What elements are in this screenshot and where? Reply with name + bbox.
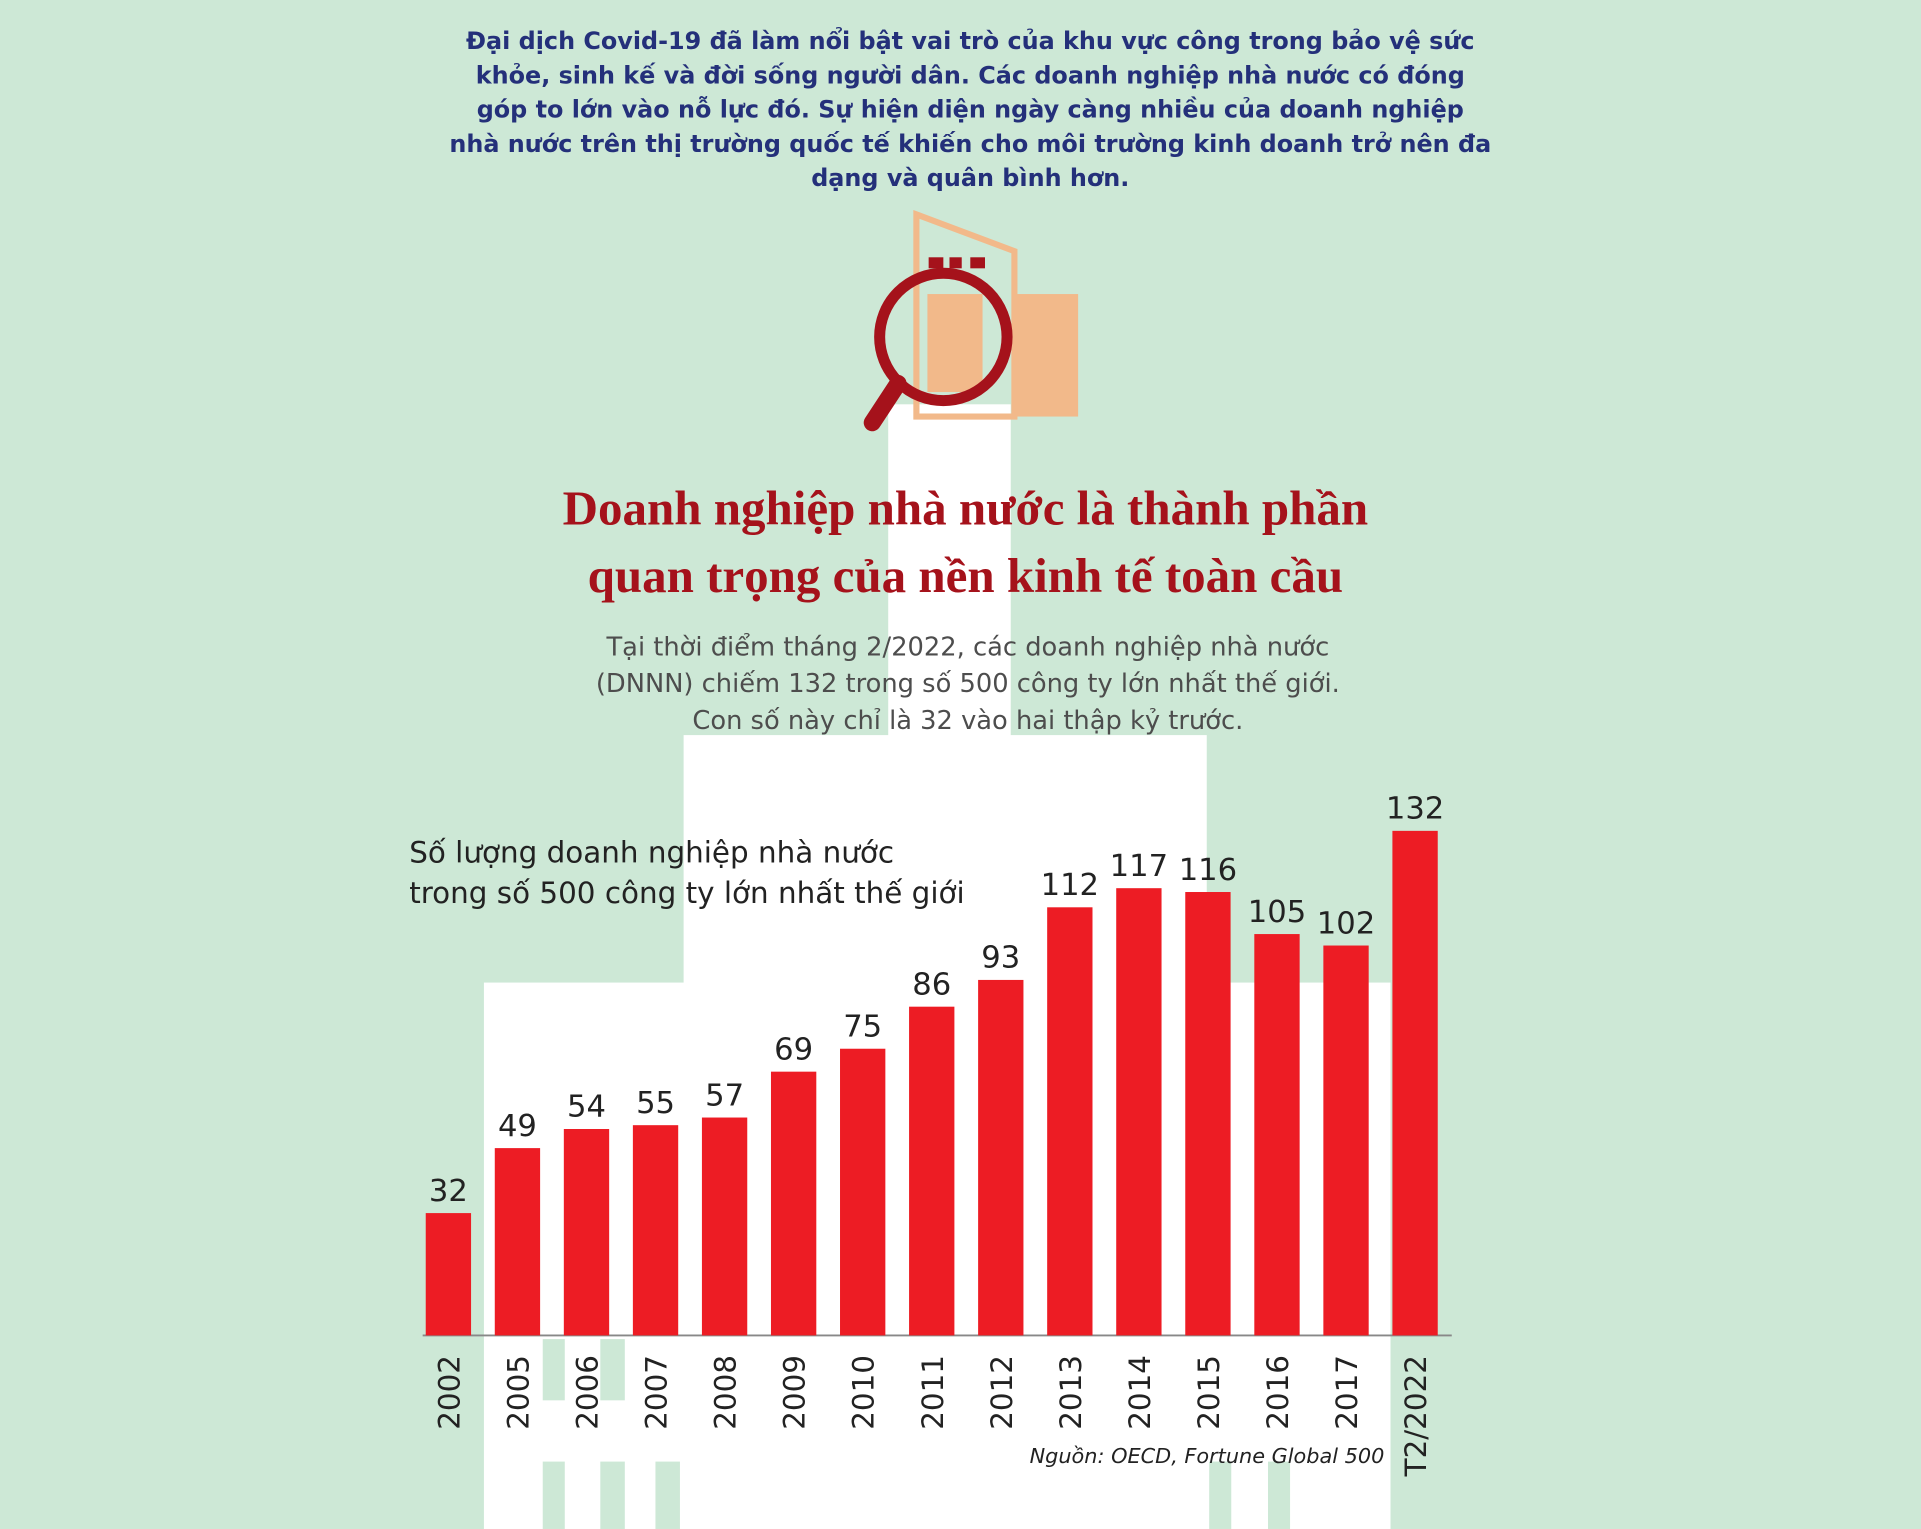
intro-line: góp to lớn vào nỗ lực đó. Sự hiện diện n…	[477, 95, 1464, 124]
value-label: 49	[498, 1109, 537, 1144]
value-label: 69	[774, 1032, 813, 1067]
value-label: 105	[1248, 895, 1306, 930]
bar	[701, 1117, 748, 1336]
chart-title: Số lượng doanh nghiệp nhà nước	[409, 836, 894, 870]
x-tick-label: 2012	[985, 1355, 1019, 1430]
intro-line: dạng và quân bình hơn.	[811, 164, 1129, 192]
value-label: 116	[1179, 853, 1237, 888]
x-tick-label: 2014	[1123, 1355, 1157, 1430]
x-tick-label: T2/2022	[1399, 1355, 1433, 1477]
bar	[494, 1148, 541, 1336]
value-label: 55	[636, 1086, 675, 1121]
value-label: 93	[981, 941, 1020, 976]
decor-stripes	[542, 1339, 1291, 1529]
value-label: 86	[912, 967, 951, 1002]
x-tick-label: 2015	[1192, 1355, 1226, 1430]
x-tick-label: 2007	[640, 1355, 674, 1430]
value-label: 117	[1110, 849, 1168, 884]
icon	[863, 209, 1079, 432]
bar	[1047, 907, 1093, 1336]
x-tick-label: 2016	[1261, 1355, 1295, 1430]
value-label: 102	[1317, 906, 1375, 941]
x-tick-label: 2017	[1330, 1355, 1364, 1430]
summary-line: Tại thời điểm tháng 2/2022, các doanh ng…	[605, 631, 1329, 662]
intro-line: khỏe, sinh kế và đời sống người dân. Các…	[476, 61, 1465, 89]
chart-title: trong số 500 công ty lớn nhất thế giới	[409, 876, 964, 910]
value-label: 132	[1386, 792, 1444, 827]
source: Nguồn: OECD, Fortune Global 500	[1030, 1444, 1385, 1468]
bar	[563, 1129, 610, 1336]
bar	[1185, 892, 1231, 1336]
x-tick-label: 2011	[916, 1355, 950, 1430]
value-label: 112	[1041, 868, 1099, 903]
value-label: 75	[843, 1009, 882, 1044]
bar	[632, 1125, 679, 1336]
bar	[1116, 888, 1162, 1336]
headline-line: quan trọng của nền kinh tế toàn cầu	[588, 548, 1344, 603]
x-tick-label: 2010	[847, 1355, 881, 1430]
x-tick-label: 2013	[1054, 1355, 1088, 1430]
x-tick-label: 2002	[432, 1355, 466, 1430]
bar	[909, 1006, 955, 1336]
x-tick-label: 2005	[501, 1355, 535, 1430]
intro-line: Đại dịch Covid-19 đã làm nổi bật vai trò…	[466, 25, 1475, 55]
bar	[978, 979, 1024, 1336]
summary-line: (DNNN) chiếm 132 trong số 500 công ty lớ…	[596, 669, 1340, 699]
intro-line: nhà nước trên thị trường quốc tế khiến c…	[449, 130, 1491, 158]
summary-line: Con số này chỉ là 32 vào hai thập kỷ trư…	[692, 706, 1243, 736]
headline-line: Doanh nghiệp nhà nước là thành phần	[563, 480, 1368, 535]
value-label: 57	[705, 1078, 744, 1113]
bar	[1323, 945, 1369, 1336]
bar	[1392, 830, 1438, 1336]
bar	[425, 1213, 472, 1336]
value-label: 54	[567, 1090, 606, 1125]
x-tick-label: 2008	[709, 1355, 743, 1430]
bar	[840, 1048, 886, 1336]
bar	[1254, 934, 1300, 1336]
value-label: 32	[429, 1174, 468, 1209]
x-tick-label: 2006	[571, 1355, 605, 1430]
x-tick-label: 2009	[778, 1355, 812, 1430]
bar	[770, 1071, 817, 1336]
